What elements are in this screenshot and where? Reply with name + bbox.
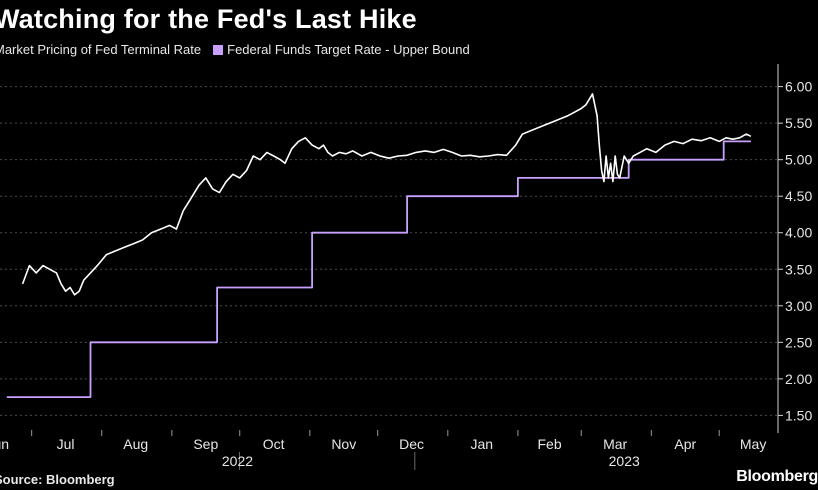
- y-tick-label: 3.00: [785, 298, 812, 314]
- legend-swatch-target-rate: [213, 44, 224, 55]
- y-tick-label: 4.50: [785, 188, 812, 204]
- x-tick-label: Nov: [331, 436, 356, 452]
- bloomberg-logo: Bloomberg: [736, 468, 818, 485]
- legend: Market Pricing of Fed Terminal Rate Fede…: [0, 42, 470, 57]
- y-tick-label: 2.50: [785, 334, 812, 350]
- x-tick-label: Dec: [399, 436, 424, 452]
- x-tick-label: Feb: [538, 436, 562, 452]
- series-target-rate-line: [6, 140, 751, 398]
- source-note: Source: Bloomberg: [0, 472, 115, 487]
- x-tick-label: Oct: [263, 436, 285, 452]
- x-tick-label: May: [740, 436, 766, 452]
- x-tick-label: Jul: [57, 436, 75, 452]
- legend-market-pricing: Market Pricing of Fed Terminal Rate: [0, 42, 202, 57]
- x-tick-label: Apr: [674, 436, 696, 452]
- y-tick-label: 3.50: [785, 261, 812, 277]
- x-tick-label: Mar: [603, 436, 627, 452]
- x-tick-label: Jan: [470, 436, 493, 452]
- x-tick-label: Aug: [123, 436, 148, 452]
- x-year-label: 2023: [609, 453, 640, 469]
- y-tick-label: 5.50: [785, 115, 812, 131]
- legend-target-rate: Federal Funds Target Rate - Upper Bound: [227, 42, 470, 57]
- y-tick-label: 4.00: [785, 225, 812, 241]
- y-tick-label: 6.00: [785, 79, 812, 95]
- x-tick-label: Sep: [193, 436, 218, 452]
- y-tick-label: 1.50: [785, 407, 812, 423]
- y-tick-label: 2.00: [785, 371, 812, 387]
- x-year-label: 2022: [222, 453, 253, 469]
- x-tick-label: Jun: [0, 436, 9, 452]
- y-tick-label: 5.00: [785, 152, 812, 168]
- chart-title: Watching for the Fed's Last Hike: [0, 4, 417, 34]
- series-market-pricing-line: [21, 93, 752, 296]
